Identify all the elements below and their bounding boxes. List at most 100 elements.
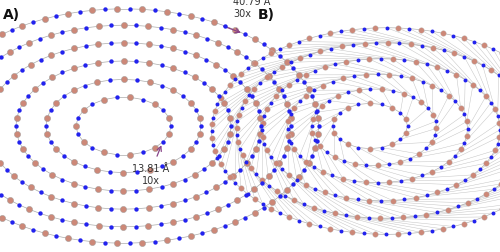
Point <box>40 231 48 235</box>
Point <box>287 60 295 65</box>
Point <box>112 153 120 157</box>
Point <box>120 207 128 211</box>
Point <box>296 99 304 103</box>
Point <box>208 122 216 126</box>
Point <box>355 88 363 92</box>
Point <box>388 216 396 220</box>
Point <box>400 58 408 62</box>
Point <box>316 144 324 148</box>
Point <box>476 88 484 92</box>
Point <box>221 89 229 93</box>
Point <box>252 101 260 105</box>
Point <box>36 190 44 194</box>
Point <box>227 124 235 128</box>
Point <box>366 147 374 151</box>
Point <box>270 80 278 84</box>
Point <box>432 119 440 123</box>
Point <box>208 129 216 133</box>
Point <box>8 220 16 224</box>
Point <box>234 140 242 144</box>
Point <box>321 191 329 195</box>
Point <box>322 150 330 154</box>
Point <box>209 115 217 119</box>
Point <box>138 241 146 245</box>
Point <box>278 167 286 171</box>
Point <box>170 160 177 164</box>
Point <box>278 88 286 92</box>
Point <box>360 27 368 31</box>
Point <box>478 63 486 67</box>
Point <box>268 200 276 204</box>
Point <box>389 89 397 93</box>
Point <box>283 188 291 192</box>
Point <box>270 70 278 74</box>
Point <box>310 165 318 169</box>
Point <box>431 134 439 138</box>
Point <box>244 192 252 196</box>
Point <box>246 93 254 97</box>
Point <box>487 101 495 105</box>
Point <box>268 48 276 52</box>
Point <box>221 169 229 173</box>
Point <box>70 46 78 50</box>
Point <box>170 88 177 92</box>
Point <box>234 198 241 202</box>
Point <box>489 47 497 51</box>
Point <box>214 154 222 158</box>
Point <box>461 178 469 182</box>
Point <box>94 206 102 210</box>
Point <box>452 100 460 104</box>
Point <box>283 146 291 150</box>
Point <box>314 132 322 136</box>
Point <box>18 24 26 28</box>
Point <box>402 117 409 121</box>
Point <box>58 30 66 34</box>
Point <box>234 50 241 54</box>
Point <box>112 95 120 99</box>
Point <box>18 68 26 72</box>
Point <box>158 63 166 67</box>
Point <box>494 73 500 77</box>
Point <box>330 131 338 135</box>
Point <box>332 194 340 198</box>
Point <box>460 222 468 226</box>
Point <box>305 36 313 40</box>
Point <box>258 135 266 139</box>
Point <box>312 110 320 114</box>
Point <box>286 215 294 219</box>
Point <box>224 203 232 207</box>
Point <box>220 101 228 105</box>
Point <box>259 56 267 60</box>
Point <box>460 55 468 59</box>
Point <box>186 147 194 151</box>
Point <box>316 225 324 229</box>
Point <box>88 240 96 244</box>
Point <box>409 96 417 100</box>
Point <box>336 111 344 115</box>
Point <box>311 102 319 106</box>
Point <box>94 187 102 191</box>
Point <box>410 214 418 218</box>
Point <box>254 109 262 113</box>
Point <box>374 181 382 185</box>
Point <box>480 215 488 219</box>
Point <box>314 124 322 128</box>
Point <box>308 94 316 98</box>
Point <box>82 44 90 48</box>
Point <box>224 108 232 112</box>
Point <box>396 41 404 45</box>
Point <box>52 14 60 18</box>
Point <box>342 196 350 200</box>
Point <box>396 160 404 164</box>
Point <box>408 76 416 80</box>
Point <box>416 230 424 234</box>
Point <box>132 207 140 211</box>
Point <box>214 94 222 98</box>
Point <box>221 180 229 184</box>
Point <box>200 81 208 85</box>
Point <box>374 72 382 76</box>
Point <box>339 177 347 181</box>
Point <box>266 184 274 188</box>
Point <box>217 96 225 100</box>
Point <box>237 72 245 76</box>
